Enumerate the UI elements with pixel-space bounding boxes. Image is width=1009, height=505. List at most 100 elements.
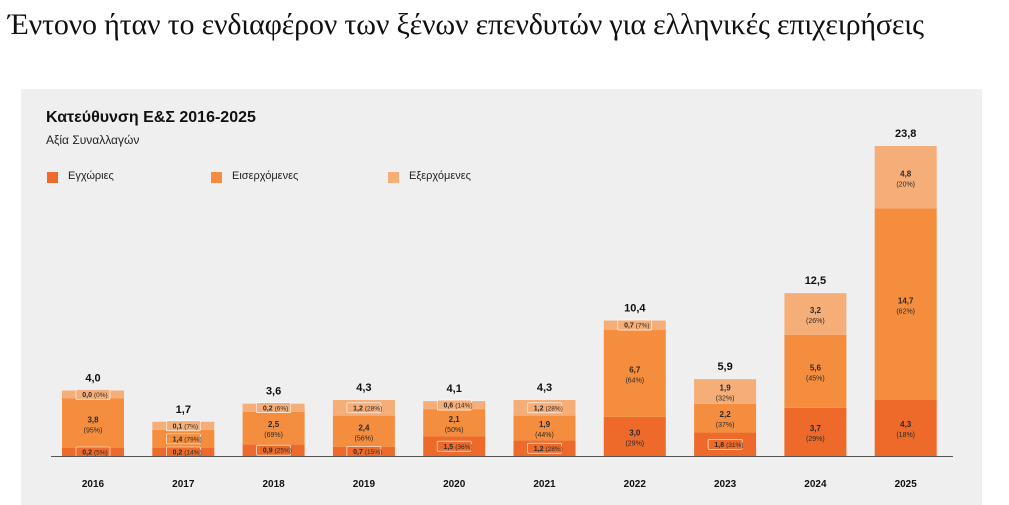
share-label-domestic-2024: (29%) bbox=[806, 436, 825, 443]
share-label-inbound-2021: (44%) bbox=[535, 432, 554, 439]
value-label-inbound-2025: 14,7 bbox=[898, 296, 914, 305]
share-label-outbound-2020: (14%) bbox=[455, 403, 472, 410]
legend-swatch-inbound bbox=[211, 172, 222, 183]
category-label-2022: 2022 bbox=[624, 479, 647, 490]
legend-swatch-domestic bbox=[47, 172, 58, 183]
total-label-2020: 4,1 bbox=[447, 383, 462, 395]
value-label-domestic-2017: 0,2 bbox=[173, 450, 183, 457]
bar-inbound-2020 bbox=[423, 409, 486, 437]
total-label-2021: 4,3 bbox=[537, 382, 552, 394]
label-tag-outbound-2016 bbox=[75, 389, 111, 400]
label-tag-inbound-2017 bbox=[166, 433, 201, 445]
value-label-outbound-2021: 1,2 bbox=[534, 405, 544, 412]
total-label-2016: 4,0 bbox=[85, 373, 100, 385]
bar-inbound-2021 bbox=[513, 415, 576, 441]
share-label-inbound-2016: (95%) bbox=[84, 427, 103, 434]
value-label-inbound-2024: 5,6 bbox=[810, 363, 822, 372]
label-tag-outbound-2022 bbox=[617, 319, 653, 331]
bar-outbound-2025 bbox=[874, 146, 937, 209]
bar-inbound-2018 bbox=[242, 411, 305, 445]
category-label-2018: 2018 bbox=[262, 479, 285, 490]
share-label-inbound-2023: (37%) bbox=[716, 422, 735, 429]
share-label-domestic-2025: (18%) bbox=[896, 432, 915, 439]
label-tag-domestic-2023 bbox=[707, 438, 743, 450]
label-tag-outbound-2018 bbox=[256, 402, 291, 414]
value-label-outbound-2020: 0,6 bbox=[443, 403, 453, 410]
total-label-2024: 12,5 bbox=[805, 275, 826, 287]
total-label-2017: 1,7 bbox=[176, 404, 191, 416]
value-label-inbound-2021: 1,9 bbox=[539, 420, 551, 429]
value-label-inbound-2017: 1,4 bbox=[173, 436, 183, 443]
share-label-outbound-2019: (28%) bbox=[365, 405, 382, 412]
share-label-outbound-2021: (28%) bbox=[546, 405, 563, 412]
category-label-2019: 2019 bbox=[353, 479, 376, 490]
share-label-outbound-2025: (20%) bbox=[896, 181, 915, 188]
legend-label-inbound: Εισερχόμενες bbox=[232, 170, 299, 182]
share-label-domestic-2022: (29%) bbox=[625, 440, 644, 447]
share-label-inbound-2020: (50%) bbox=[445, 427, 464, 434]
bar-inbound-2023 bbox=[694, 403, 757, 433]
share-label-domestic-2016: (5%) bbox=[94, 450, 108, 457]
value-label-domestic-2023: 1,8 bbox=[714, 442, 724, 449]
total-label-2018: 3,6 bbox=[266, 386, 281, 398]
bar-outbound-2024 bbox=[784, 293, 847, 335]
share-label-inbound-2017: (79%) bbox=[184, 436, 201, 443]
label-tag-outbound-2021 bbox=[527, 402, 562, 414]
value-label-inbound-2022: 6,7 bbox=[629, 365, 641, 374]
bar-domestic-2024 bbox=[784, 407, 847, 456]
value-label-inbound-2023: 2,2 bbox=[720, 410, 732, 419]
value-label-domestic-2018: 0,9 bbox=[263, 448, 273, 455]
share-label-domestic-2020: (36%) bbox=[455, 444, 472, 451]
category-label-2023: 2023 bbox=[714, 479, 737, 490]
value-label-outbound-2016: 0,0 bbox=[82, 392, 92, 399]
chart-subtitle: Αξία Συναλλαγών bbox=[46, 133, 140, 147]
legend-swatch-outbound bbox=[388, 172, 399, 183]
value-label-domestic-2022: 3,0 bbox=[629, 428, 641, 437]
share-label-domestic-2019: (15%) bbox=[365, 449, 382, 456]
category-label-2016: 2016 bbox=[82, 479, 105, 490]
bar-outbound-2023 bbox=[694, 379, 757, 404]
share-label-inbound-2025: (62%) bbox=[896, 308, 915, 315]
value-label-domestic-2024: 3,7 bbox=[810, 424, 822, 433]
label-tag-domestic-2021 bbox=[527, 442, 562, 454]
total-label-2023: 5,9 bbox=[717, 361, 732, 373]
share-label-outbound-2022: (7%) bbox=[636, 323, 650, 330]
category-label-2025: 2025 bbox=[895, 479, 918, 490]
value-label-domestic-2021: 1,2 bbox=[534, 446, 544, 453]
value-label-outbound-2017: 0,1 bbox=[173, 423, 183, 430]
share-label-outbound-2024: (26%) bbox=[806, 318, 825, 325]
share-label-domestic-2017: (14%) bbox=[184, 450, 201, 457]
share-label-outbound-2017: (7%) bbox=[184, 423, 198, 430]
share-label-outbound-2016: (0%) bbox=[94, 392, 108, 399]
share-label-domestic-2018: (25%) bbox=[275, 448, 292, 455]
category-label-2024: 2024 bbox=[804, 479, 827, 490]
share-label-inbound-2024: (45%) bbox=[806, 375, 825, 382]
share-label-inbound-2019: (56%) bbox=[355, 435, 374, 442]
bar-inbound-2022 bbox=[603, 329, 666, 417]
value-label-domestic-2025: 4,3 bbox=[900, 420, 912, 429]
value-label-inbound-2018: 2,5 bbox=[268, 420, 280, 429]
share-label-domestic-2023: (31%) bbox=[726, 442, 743, 449]
value-label-domestic-2016: 0,2 bbox=[82, 450, 92, 457]
share-label-outbound-2023: (32%) bbox=[716, 396, 735, 403]
total-label-2025: 23,8 bbox=[895, 128, 916, 140]
bar-inbound-2025 bbox=[874, 208, 937, 400]
category-label-2021: 2021 bbox=[533, 479, 556, 490]
bar-domestic-2025 bbox=[874, 399, 937, 456]
label-tag-outbound-2017 bbox=[166, 420, 201, 432]
legend-label-domestic: Εγχώριες bbox=[68, 170, 114, 182]
value-label-outbound-2018: 0,2 bbox=[263, 405, 273, 412]
bar-inbound-2024 bbox=[784, 334, 847, 408]
value-label-inbound-2020: 2,1 bbox=[449, 415, 461, 424]
label-tag-outbound-2020 bbox=[436, 399, 472, 411]
total-label-2022: 10,4 bbox=[624, 303, 646, 315]
value-label-inbound-2019: 2,4 bbox=[358, 423, 370, 432]
legend-label-outbound: Εξερχόμενες bbox=[409, 170, 471, 182]
label-tag-domestic-2018 bbox=[256, 444, 291, 456]
share-label-domestic-2021: (28%) bbox=[546, 446, 563, 453]
value-label-outbound-2024: 3,2 bbox=[810, 306, 822, 315]
total-label-2019: 4,3 bbox=[356, 382, 371, 394]
label-tag-domestic-2020 bbox=[436, 440, 472, 452]
bar-inbound-2016 bbox=[62, 398, 124, 448]
